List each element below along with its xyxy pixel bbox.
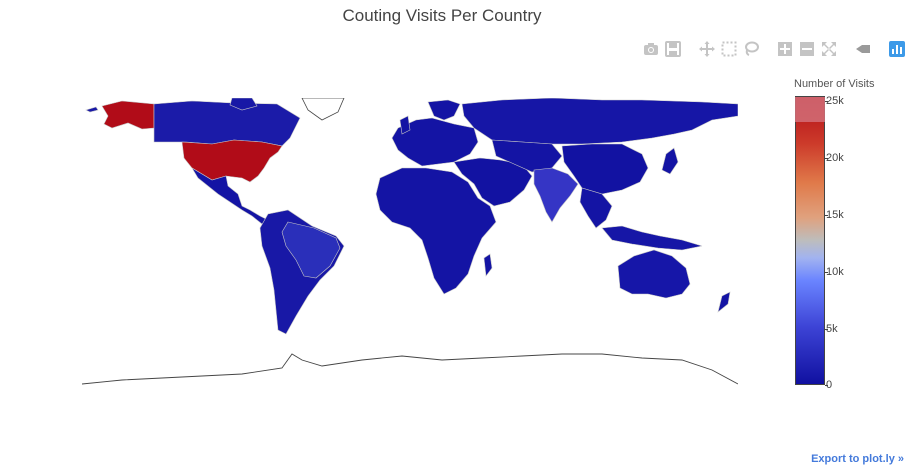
- region-southeast-asia: [579, 187, 613, 229]
- region-japan: [661, 147, 679, 175]
- zoom-out-icon[interactable]: [798, 40, 816, 58]
- region-china: [561, 143, 649, 195]
- region-canada: [153, 100, 301, 147]
- export-to-plotly-link[interactable]: Export to plot.ly »: [811, 453, 904, 465]
- region-scandinavia: [427, 99, 461, 121]
- region-new-zealand: [717, 291, 731, 313]
- region-uk: [399, 115, 411, 135]
- lasso-icon[interactable]: [742, 40, 760, 58]
- plotly-logo-icon[interactable]: [888, 40, 906, 58]
- colorbar-tick-15k: 15k: [826, 209, 844, 221]
- colorbar-title: Number of Visits: [794, 78, 875, 90]
- colorbar-tick-mark: [825, 215, 828, 216]
- colorbar-tick-20k: 20k: [826, 152, 844, 164]
- world-map[interactable]: [82, 98, 738, 390]
- modebar: [642, 40, 906, 58]
- region-brazil: [281, 221, 341, 279]
- colorbar-tick-mark: [825, 385, 828, 386]
- autoscale-icon[interactable]: [820, 40, 838, 58]
- zoom-in-icon[interactable]: [776, 40, 794, 58]
- reset-icon[interactable]: [854, 40, 872, 58]
- colorbar: [795, 96, 825, 385]
- region-mexico: [191, 167, 269, 225]
- colorbar-tick-5k: 5k: [826, 323, 838, 335]
- box-select-icon[interactable]: [720, 40, 738, 58]
- region-alaska: [101, 100, 155, 130]
- colorbar-tick-10k: 10k: [826, 266, 844, 278]
- region-europe: [391, 117, 479, 167]
- region-greenland: [301, 98, 345, 121]
- colorbar-tick-0: 0: [826, 379, 833, 391]
- save-icon[interactable]: [664, 40, 682, 58]
- colorbar-tick-25k: 25k: [826, 95, 844, 107]
- camera-icon[interactable]: [642, 40, 660, 58]
- colorbar-range-cap: [795, 97, 825, 122]
- colorbar-tick-mark: [825, 101, 828, 102]
- region-madagascar: [483, 253, 493, 277]
- colorbar-tick-mark: [825, 158, 828, 159]
- region-russia: [461, 98, 738, 145]
- region-middle-east: [453, 157, 533, 207]
- region-india: [533, 167, 579, 223]
- chart-title: Couting Visits Per Country: [342, 6, 542, 25]
- region-antarctica: [82, 353, 738, 385]
- region-australia: [617, 249, 691, 299]
- region-aleutians: [85, 106, 99, 113]
- region-canada-islands: [229, 98, 258, 111]
- region-indonesia: [601, 225, 703, 251]
- pan-icon[interactable]: [698, 40, 716, 58]
- colorbar-tick-mark: [825, 329, 828, 330]
- region-africa: [375, 167, 497, 295]
- colorbar-tick-mark: [825, 272, 828, 273]
